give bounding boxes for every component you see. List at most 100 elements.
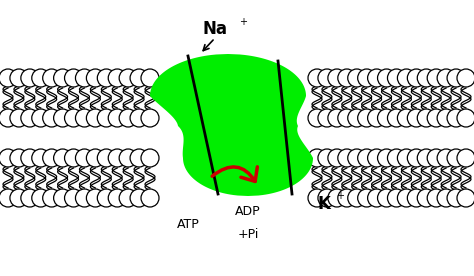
Circle shape — [437, 189, 455, 207]
Circle shape — [358, 189, 376, 207]
Circle shape — [141, 109, 159, 127]
Circle shape — [308, 189, 326, 207]
Circle shape — [447, 149, 465, 167]
Circle shape — [75, 109, 93, 127]
Circle shape — [427, 69, 445, 87]
Circle shape — [75, 189, 93, 207]
Circle shape — [97, 109, 115, 127]
Circle shape — [328, 109, 346, 127]
Circle shape — [64, 69, 82, 87]
Circle shape — [21, 149, 39, 167]
Circle shape — [141, 189, 159, 207]
Circle shape — [397, 189, 415, 207]
Circle shape — [437, 109, 455, 127]
Circle shape — [368, 109, 386, 127]
Circle shape — [10, 69, 28, 87]
Circle shape — [0, 109, 17, 127]
Circle shape — [338, 109, 356, 127]
Circle shape — [108, 189, 126, 207]
Circle shape — [328, 69, 346, 87]
Text: $^+$: $^+$ — [334, 191, 345, 205]
Circle shape — [130, 189, 148, 207]
Circle shape — [86, 189, 104, 207]
Circle shape — [0, 69, 17, 87]
Circle shape — [75, 69, 93, 87]
Circle shape — [130, 109, 148, 127]
Circle shape — [437, 149, 455, 167]
Circle shape — [308, 149, 326, 167]
Text: +Pi: +Pi — [237, 228, 259, 241]
Circle shape — [43, 189, 61, 207]
Circle shape — [10, 149, 28, 167]
Circle shape — [397, 109, 415, 127]
Circle shape — [457, 69, 474, 87]
Circle shape — [387, 149, 405, 167]
Circle shape — [97, 149, 115, 167]
Circle shape — [54, 109, 72, 127]
Circle shape — [108, 149, 126, 167]
Circle shape — [377, 109, 395, 127]
Circle shape — [348, 109, 366, 127]
Circle shape — [108, 69, 126, 87]
Circle shape — [417, 69, 435, 87]
Circle shape — [130, 149, 148, 167]
Circle shape — [0, 189, 17, 207]
Circle shape — [377, 69, 395, 87]
Circle shape — [119, 149, 137, 167]
Circle shape — [318, 69, 336, 87]
Circle shape — [338, 69, 356, 87]
Circle shape — [32, 149, 50, 167]
Circle shape — [43, 69, 61, 87]
Circle shape — [457, 109, 474, 127]
Circle shape — [86, 69, 104, 87]
Circle shape — [54, 189, 72, 207]
Circle shape — [427, 189, 445, 207]
Text: $^+$: $^+$ — [237, 17, 248, 31]
Circle shape — [10, 189, 28, 207]
Circle shape — [457, 189, 474, 207]
Circle shape — [427, 109, 445, 127]
Circle shape — [358, 69, 376, 87]
Circle shape — [21, 69, 39, 87]
Circle shape — [447, 109, 465, 127]
Circle shape — [417, 149, 435, 167]
Circle shape — [387, 189, 405, 207]
Circle shape — [141, 149, 159, 167]
Circle shape — [377, 189, 395, 207]
Circle shape — [318, 189, 336, 207]
Circle shape — [407, 189, 425, 207]
Circle shape — [43, 109, 61, 127]
Circle shape — [108, 109, 126, 127]
Polygon shape — [150, 54, 313, 196]
Circle shape — [54, 149, 72, 167]
Circle shape — [328, 149, 346, 167]
Circle shape — [427, 149, 445, 167]
Circle shape — [64, 109, 82, 127]
FancyArrowPatch shape — [212, 167, 257, 181]
Circle shape — [75, 149, 93, 167]
Circle shape — [119, 189, 137, 207]
Circle shape — [141, 69, 159, 87]
Circle shape — [64, 189, 82, 207]
Circle shape — [447, 69, 465, 87]
Circle shape — [32, 189, 50, 207]
Circle shape — [348, 69, 366, 87]
Circle shape — [308, 69, 326, 87]
Circle shape — [308, 109, 326, 127]
Circle shape — [348, 149, 366, 167]
Circle shape — [338, 149, 356, 167]
Circle shape — [21, 109, 39, 127]
Circle shape — [338, 189, 356, 207]
Circle shape — [417, 189, 435, 207]
Text: ADP: ADP — [235, 205, 261, 218]
Circle shape — [86, 149, 104, 167]
Circle shape — [387, 69, 405, 87]
Circle shape — [328, 189, 346, 207]
Circle shape — [130, 69, 148, 87]
Circle shape — [457, 149, 474, 167]
Circle shape — [387, 109, 405, 127]
Text: ATP: ATP — [177, 217, 200, 230]
Circle shape — [97, 69, 115, 87]
Circle shape — [358, 109, 376, 127]
Circle shape — [407, 69, 425, 87]
